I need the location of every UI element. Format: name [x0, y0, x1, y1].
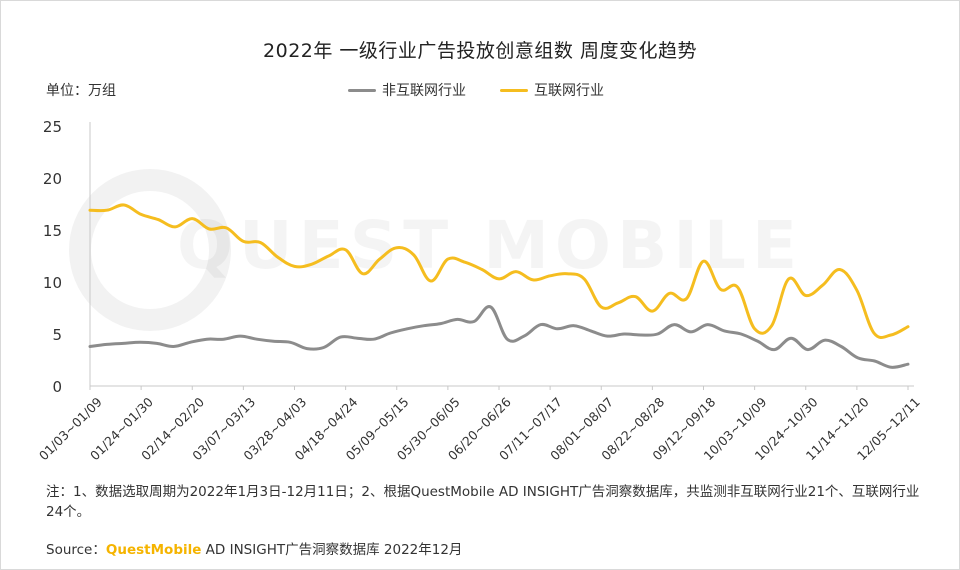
- source-line: Source：QuestMobile AD INSIGHT广告洞察数据库 202…: [46, 538, 462, 558]
- source-suffix: AD INSIGHT广告洞察数据库 2022年12月: [201, 542, 463, 558]
- y-tick-label: 5: [52, 326, 62, 344]
- source-prefix: Source：: [46, 542, 106, 558]
- y-tick-label: 15: [43, 222, 62, 240]
- source-brand: QuestMobile: [105, 542, 202, 558]
- legend-item-internet: 互联网行业: [500, 80, 604, 100]
- legend-item-non-internet: 非互联网行业: [348, 80, 466, 100]
- legend-label-internet: 互联网行业: [534, 83, 604, 99]
- legend-swatch-internet: [500, 88, 528, 92]
- y-tick-label: 0: [52, 378, 62, 396]
- legend-swatch-non-internet: [348, 88, 376, 92]
- watermark-logo: [69, 169, 231, 331]
- legend: 非互联网行业 互联网行业: [348, 80, 638, 100]
- chart-title: 2022年 一级行业广告投放创意组数 周度变化趋势: [263, 40, 697, 62]
- series-line-internet: [88, 203, 910, 339]
- series-line-non-internet: [88, 305, 910, 369]
- unit-label: 单位：万组: [46, 83, 116, 99]
- y-tick-label: 20: [43, 170, 62, 188]
- legend-label-non-internet: 非互联网行业: [382, 83, 466, 99]
- y-tick-label: 10: [43, 274, 62, 292]
- y-tick-label: 25: [43, 118, 62, 136]
- footnote: 注：1、数据选取周期为2022年1月3日-12月11日；2、根据QuestMob…: [46, 484, 920, 520]
- watermark-text: QUEST MOBILE: [177, 207, 803, 284]
